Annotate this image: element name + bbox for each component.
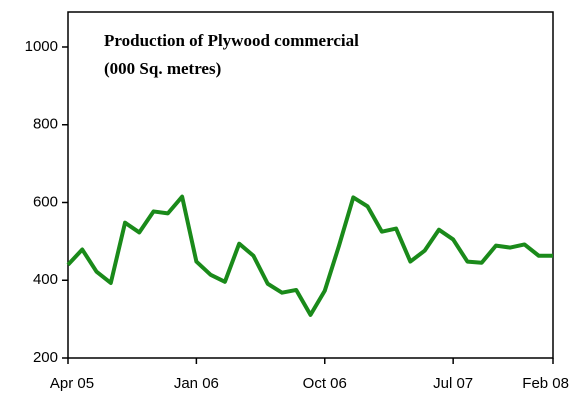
x-tick-label: Apr 05: [50, 375, 94, 392]
plot-frame: [67, 11, 554, 359]
x-tick-label: Oct 06: [303, 375, 347, 392]
chart-title: Production of Plywood commercial: [104, 31, 359, 50]
y-tick-label: 800: [33, 116, 58, 133]
x-tick-label: Jul 07: [433, 375, 473, 392]
y-tick-label: 1000: [25, 38, 58, 55]
y-tick-label: 200: [33, 349, 58, 366]
y-tick-label: 400: [33, 271, 58, 288]
line-series: [66, 194, 553, 317]
y-tick-label: 600: [33, 193, 58, 210]
chart-subtitle: (000 Sq. metres): [104, 59, 221, 78]
x-tick-label: Feb 08: [522, 375, 569, 392]
x-tick-label: Jan 06: [174, 375, 219, 392]
